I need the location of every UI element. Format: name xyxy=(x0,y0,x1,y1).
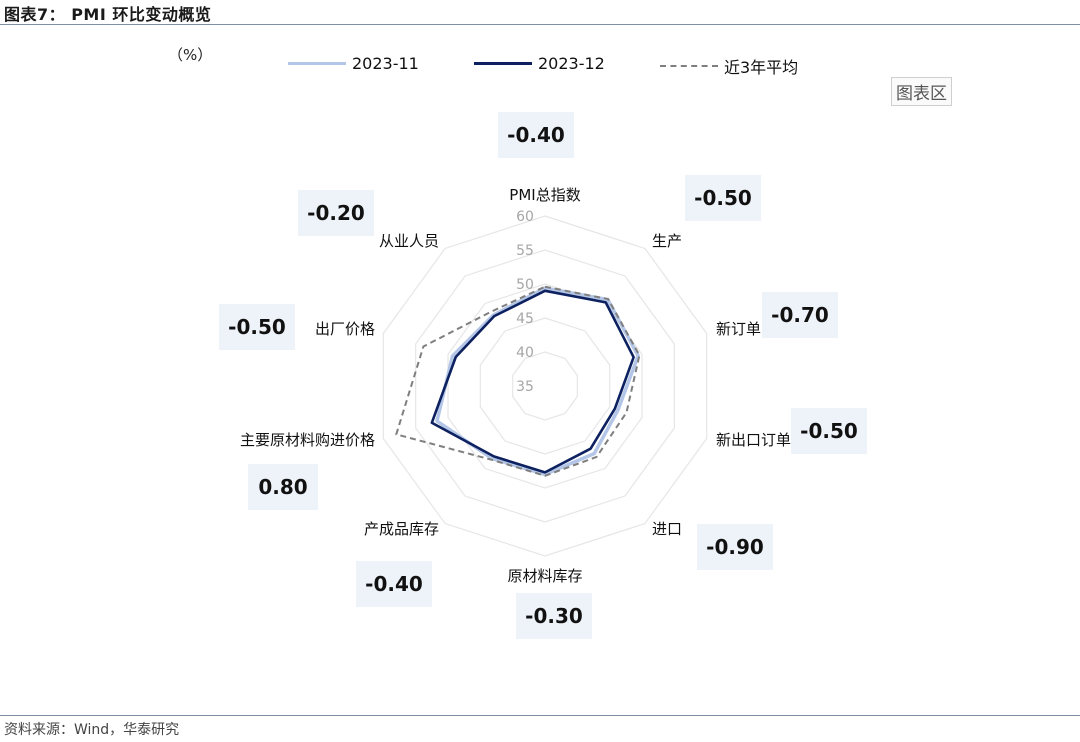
grid-ring-40 xyxy=(512,351,578,421)
axis-label-3: 新出口订单 xyxy=(716,431,791,449)
axis-label-9: 从业人员 xyxy=(379,232,439,250)
grid-ring-55 xyxy=(415,249,675,523)
axis-label-1: 生产 xyxy=(652,232,682,250)
axis-label-8: 出厂价格 xyxy=(315,320,375,338)
change-box-finished-goods-inventory: -0.40 xyxy=(356,561,432,607)
change-box-production: -0.50 xyxy=(685,175,761,221)
legend-label-avg3y: 近3年平均 xyxy=(724,58,799,77)
legend-label-2023-11: 2023-11 xyxy=(352,54,419,73)
legend: 2023-11 2023-12 近3年平均 xyxy=(0,54,1080,77)
change-box-input-prices: 0.80 xyxy=(248,464,318,510)
legend-swatch-avg3y xyxy=(660,65,718,67)
legend-label-2023-12: 2023-12 xyxy=(538,54,605,73)
radial-tick-label-60: 60 xyxy=(516,209,534,225)
change-box-raw-material-inventory: -0.30 xyxy=(516,593,592,639)
series-line-近3年平均 xyxy=(395,285,641,477)
legend-item-2023-11: 2023-11 xyxy=(288,54,419,73)
radial-tick-label-55: 55 xyxy=(516,243,534,259)
axis-label-4: 进口 xyxy=(652,520,682,538)
change-box-pmi: -0.40 xyxy=(498,112,574,158)
axis-label-5: 原材料库存 xyxy=(507,567,582,585)
figure-title: 图表7： PMI 环比变动概览 xyxy=(4,5,212,24)
legend-swatch-2023-12 xyxy=(474,62,532,65)
source-note: 资料来源：Wind，华泰研究 xyxy=(4,722,180,738)
change-box-employment: -0.20 xyxy=(298,190,374,236)
axis-label-0: PMI总指数 xyxy=(509,186,580,204)
radial-tick-label-50: 50 xyxy=(516,277,534,293)
radial-tick-label-40: 40 xyxy=(516,345,534,361)
change-box-new-export-orders: -0.50 xyxy=(791,408,867,454)
change-box-imports: -0.90 xyxy=(697,524,773,570)
legend-item-2023-12: 2023-12 xyxy=(474,54,605,73)
legend-item-avg3y: 近3年平均 xyxy=(660,54,798,78)
axis-label-2: 新订单 xyxy=(716,320,761,338)
change-box-output-prices: -0.50 xyxy=(219,304,295,350)
chart-area-watermark: 图表区 xyxy=(891,77,952,106)
unit-label: （%） xyxy=(168,46,213,64)
series-line-2023-12 xyxy=(430,289,635,474)
legend-swatch-2023-11 xyxy=(288,62,346,65)
radial-tick-label-45: 45 xyxy=(516,311,534,327)
grid-ring-60 xyxy=(382,215,708,557)
axis-label-6: 产成品库存 xyxy=(364,520,439,538)
change-box-new-orders: -0.70 xyxy=(762,292,838,338)
radial-tick-label-35: 35 xyxy=(516,379,534,395)
grid-ring-45 xyxy=(479,317,611,455)
series-line-2023-11 xyxy=(435,286,640,477)
top-rule xyxy=(0,24,1080,25)
axis-label-7: 主要原材料购进价格 xyxy=(240,431,375,449)
bottom-rule xyxy=(0,715,1080,716)
